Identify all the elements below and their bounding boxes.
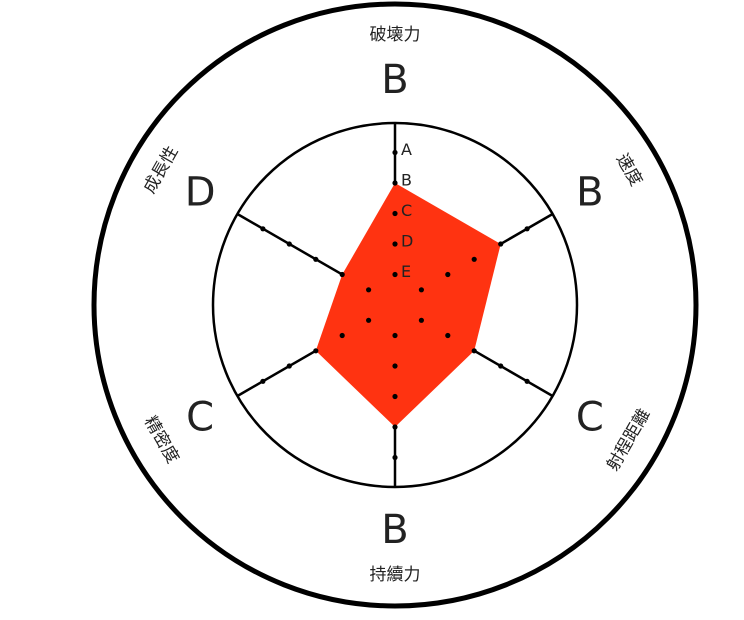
- tick-dot: [339, 332, 345, 339]
- tick-dot: [366, 317, 372, 323]
- tick-dot: [445, 271, 451, 278]
- grade-1: B: [576, 170, 603, 216]
- tick-dot: [445, 332, 451, 339]
- grade-5: D: [185, 170, 216, 216]
- radar-area: [315, 183, 501, 427]
- tick-dot: [392, 424, 398, 430]
- outer-ring: [91, 1, 699, 609]
- tick-dot: [471, 256, 477, 262]
- scale-label-b: B: [401, 171, 412, 190]
- tick-dot: [313, 348, 319, 354]
- tick-dot: [392, 363, 398, 369]
- scale-label-d: D: [401, 232, 413, 251]
- category-label-3: 持續力: [370, 565, 421, 585]
- grade-3: B: [381, 507, 408, 553]
- tick-dot: [392, 454, 398, 461]
- category-label-2: 射程距離: [603, 406, 654, 475]
- category-label-1: 速度: [612, 150, 646, 189]
- tick-dot: [366, 287, 372, 293]
- tick-dot: [286, 241, 292, 247]
- scale-label-c: C: [401, 201, 412, 220]
- category-label-5: 成長性: [140, 143, 183, 197]
- grade-0: B: [381, 57, 408, 103]
- tick-dot: [392, 210, 398, 217]
- tick-dot: [392, 332, 398, 339]
- tick-dot: [260, 378, 266, 384]
- tick-dot: [524, 226, 530, 232]
- tick-dot: [392, 393, 398, 400]
- grade-4: C: [186, 395, 214, 441]
- category-label-0: 破壊力: [370, 25, 421, 45]
- tick-dot: [286, 363, 292, 369]
- category-label-4: 精密度: [140, 413, 183, 467]
- tick-dot: [339, 271, 345, 278]
- tick-dots: [260, 149, 530, 461]
- tick-dot: [418, 317, 424, 323]
- grade-2: C: [576, 395, 604, 441]
- scale-label-a: A: [401, 140, 412, 159]
- tick-dot: [392, 271, 398, 278]
- tick-dot: [392, 149, 398, 156]
- scale-label-e: E: [401, 262, 411, 281]
- tick-dot: [471, 348, 477, 354]
- tick-dot: [392, 241, 398, 247]
- tick-dot: [498, 363, 504, 369]
- tick-dot: [313, 256, 319, 262]
- tick-dot: [498, 241, 504, 247]
- tick-dot: [260, 226, 266, 232]
- tick-dot: [392, 180, 398, 186]
- tick-dot: [524, 378, 530, 384]
- tick-dot: [418, 287, 424, 293]
